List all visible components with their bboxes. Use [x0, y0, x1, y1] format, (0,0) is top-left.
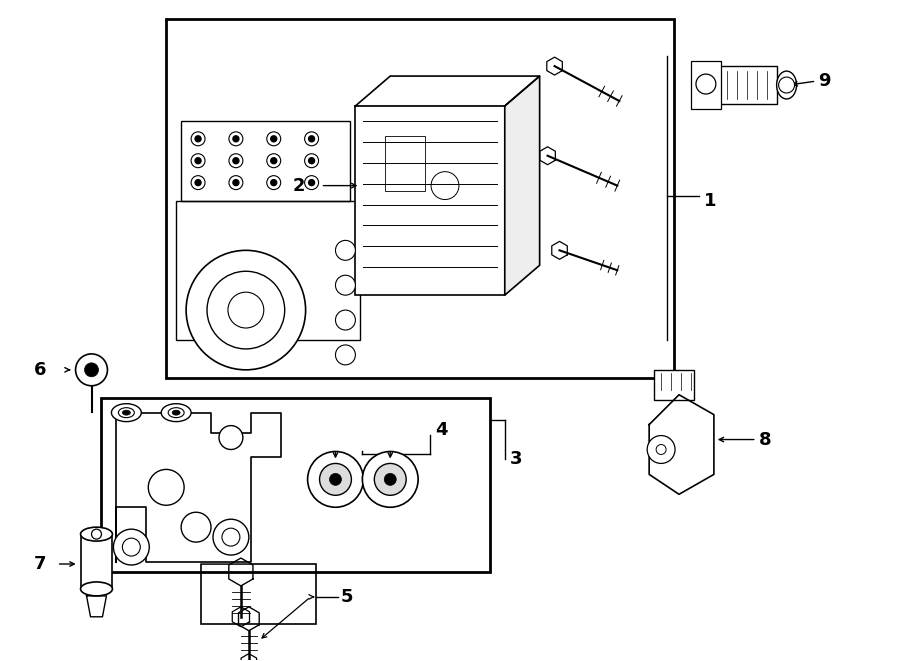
Ellipse shape: [172, 410, 180, 415]
Circle shape: [271, 180, 276, 186]
Circle shape: [195, 158, 201, 164]
Circle shape: [329, 473, 341, 485]
Polygon shape: [116, 412, 281, 562]
Circle shape: [374, 463, 406, 495]
Circle shape: [304, 154, 319, 168]
Circle shape: [228, 292, 264, 328]
Text: 4: 4: [435, 420, 447, 439]
Circle shape: [233, 158, 238, 164]
Circle shape: [336, 345, 356, 365]
Ellipse shape: [81, 527, 112, 541]
Circle shape: [266, 176, 281, 190]
Bar: [81, 534, 112, 589]
Circle shape: [271, 158, 276, 164]
Ellipse shape: [81, 582, 112, 596]
Bar: [181, 121, 350, 200]
Circle shape: [696, 74, 716, 94]
Ellipse shape: [777, 71, 797, 99]
Circle shape: [85, 363, 98, 377]
Circle shape: [308, 451, 364, 507]
Bar: [385, 136, 425, 190]
Circle shape: [233, 136, 238, 142]
Circle shape: [229, 176, 243, 190]
Circle shape: [229, 154, 243, 168]
Text: 1: 1: [704, 192, 716, 210]
Circle shape: [320, 463, 351, 495]
Circle shape: [266, 132, 281, 146]
Circle shape: [191, 176, 205, 190]
Bar: [166, 19, 674, 378]
Circle shape: [656, 444, 666, 455]
Circle shape: [233, 180, 238, 186]
Text: 2: 2: [293, 176, 306, 194]
Circle shape: [336, 275, 356, 295]
Circle shape: [647, 436, 675, 463]
Circle shape: [92, 529, 102, 539]
Ellipse shape: [112, 404, 141, 422]
Circle shape: [304, 176, 319, 190]
Polygon shape: [86, 596, 106, 617]
Polygon shape: [649, 395, 714, 494]
Circle shape: [304, 132, 319, 146]
Polygon shape: [356, 76, 540, 106]
Bar: [176, 200, 360, 340]
Ellipse shape: [161, 404, 191, 422]
Text: 9: 9: [818, 72, 831, 90]
Circle shape: [213, 519, 248, 555]
Bar: [201, 564, 316, 624]
Circle shape: [336, 241, 356, 260]
Circle shape: [195, 136, 201, 142]
Circle shape: [191, 154, 205, 168]
Circle shape: [309, 158, 315, 164]
Text: 7: 7: [34, 555, 47, 573]
Circle shape: [122, 538, 140, 556]
Polygon shape: [505, 76, 540, 295]
Bar: [719, 66, 777, 104]
Circle shape: [309, 136, 315, 142]
Circle shape: [219, 426, 243, 449]
Text: 5: 5: [340, 588, 353, 606]
Circle shape: [76, 354, 107, 386]
Text: 3: 3: [509, 450, 522, 469]
Text: 6: 6: [34, 361, 47, 379]
Circle shape: [384, 473, 396, 485]
Circle shape: [207, 271, 284, 349]
Circle shape: [191, 132, 205, 146]
Circle shape: [113, 529, 149, 565]
Circle shape: [229, 132, 243, 146]
Circle shape: [266, 154, 281, 168]
Circle shape: [309, 180, 315, 186]
Circle shape: [181, 512, 211, 542]
Circle shape: [363, 451, 419, 507]
Ellipse shape: [122, 410, 130, 415]
Circle shape: [195, 180, 201, 186]
Circle shape: [222, 528, 240, 546]
Bar: [356, 106, 505, 295]
Ellipse shape: [168, 408, 184, 418]
Bar: [102, 398, 490, 572]
Text: 8: 8: [759, 430, 771, 449]
Bar: [677, 410, 705, 459]
Circle shape: [186, 251, 306, 370]
Circle shape: [778, 77, 795, 93]
Circle shape: [336, 310, 356, 330]
Circle shape: [271, 136, 276, 142]
Bar: [654, 370, 694, 400]
Ellipse shape: [119, 408, 134, 418]
Bar: [691, 61, 721, 109]
Circle shape: [148, 469, 184, 505]
